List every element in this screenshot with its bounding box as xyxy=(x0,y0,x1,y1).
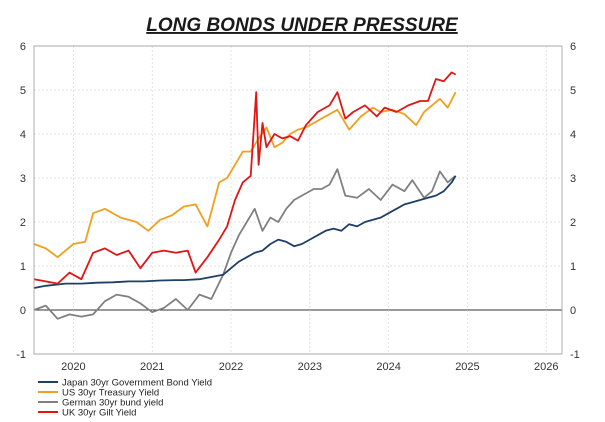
plot-frame xyxy=(33,45,563,355)
y-tick-label-right: 4 xyxy=(570,129,576,141)
x-tick-label: 2021 xyxy=(140,361,164,373)
y-axis-left: -1 0 1 2 3 4 5 6 xyxy=(16,41,26,361)
x-tick-label: 2022 xyxy=(219,361,243,373)
y-tick-label-left: -1 xyxy=(16,349,26,361)
y-tick-label-right: 0 xyxy=(570,305,576,317)
y-tick-label-right: 3 xyxy=(570,173,576,185)
x-tick-label: 2023 xyxy=(298,361,322,373)
y-axis-right: -1 0 1 2 3 4 5 6 xyxy=(570,41,580,361)
legend-label: German 30yr bund yield xyxy=(62,398,163,409)
legend-label: Japan 30yr Government Bond Yield xyxy=(62,378,212,389)
series-line xyxy=(33,91,457,259)
x-axis: 2020 2021 2022 2023 2024 2025 2026 xyxy=(61,361,558,373)
y-tick-label-left: 6 xyxy=(20,41,26,53)
y-tick-label-left: 5 xyxy=(20,85,26,97)
y-tick-label-left: 1 xyxy=(20,261,26,273)
series-line xyxy=(33,175,457,289)
y-tick-label-right: 1 xyxy=(570,261,576,273)
legend-label: US 30yr Treasury Yield xyxy=(62,388,159,399)
series-line xyxy=(33,168,457,320)
x-tick-label: 2024 xyxy=(376,361,400,373)
y-tick-label-left: 3 xyxy=(20,173,26,185)
y-tick-label-left: 2 xyxy=(20,217,26,229)
y-tick-label-right: 2 xyxy=(570,217,576,229)
legend-label: UK 30yr Gilt Yield xyxy=(62,408,136,419)
plot-lines xyxy=(33,71,457,320)
x-tick-label: 2025 xyxy=(455,361,479,373)
y-tick-label-right: -1 xyxy=(570,349,580,361)
series-line xyxy=(33,71,457,285)
y-tick-label-right: 5 xyxy=(570,85,576,97)
y-tick-label-left: 0 xyxy=(20,305,26,317)
x-tick-label: 2026 xyxy=(534,361,558,373)
y-tick-label-right: 6 xyxy=(570,41,576,53)
y-tick-label-left: 4 xyxy=(20,129,26,141)
chart-title: LONG BONDS UNDER PRESSURE xyxy=(146,15,459,36)
grid xyxy=(34,45,562,355)
x-tick-label: 2020 xyxy=(61,361,85,373)
